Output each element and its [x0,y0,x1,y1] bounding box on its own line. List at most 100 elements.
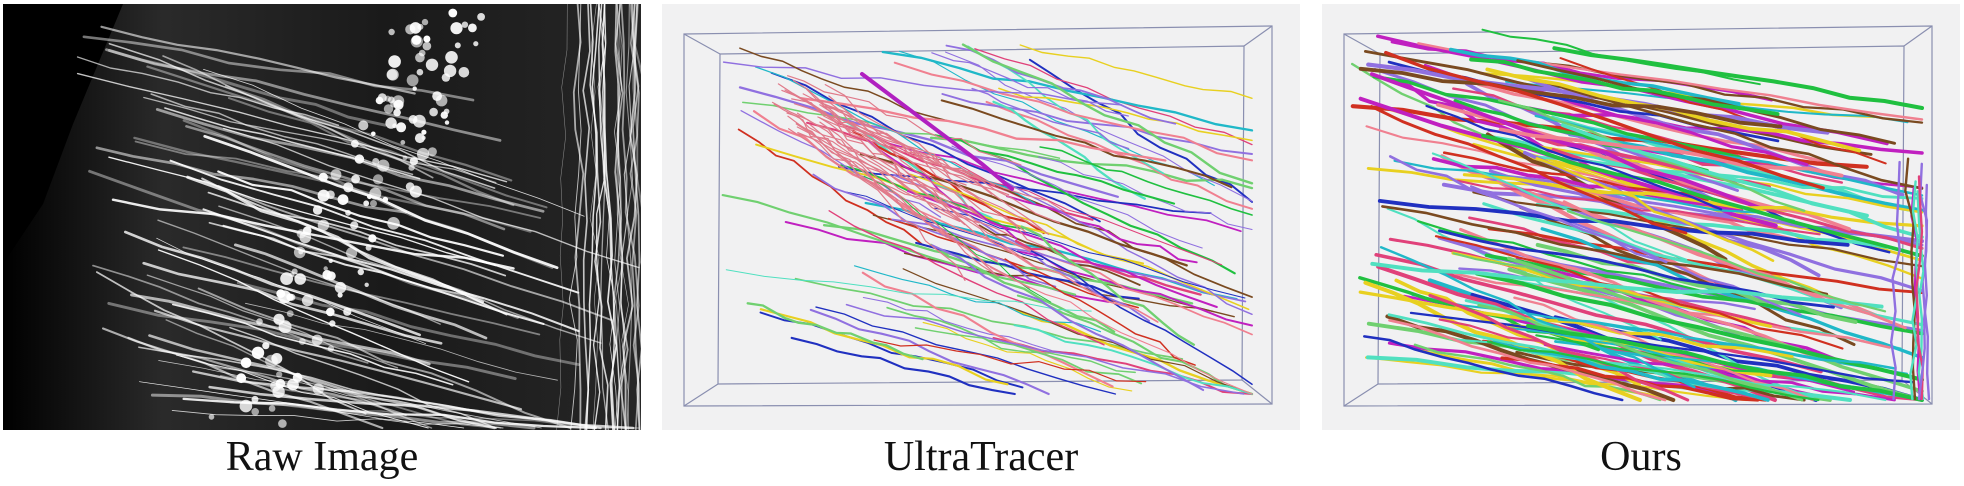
raw-soma [322,270,333,280]
ultratracer-traces [721,43,1254,396]
ours-trace [1543,343,1896,402]
ours-trace [1481,28,1761,86]
ultratracer-trace [796,133,960,222]
ours-panel [1322,4,1960,430]
ours-trace [1374,253,1823,374]
raw-image-caption: Raw Image [225,434,419,480]
ultratracer-trace [931,52,1129,117]
ultratracer-trace [828,95,1049,249]
raw-soma [278,419,287,428]
raw-soma [392,123,398,129]
raw-soma [337,292,343,298]
raw-soma [354,154,365,164]
raw-soma [421,18,429,26]
raw-fiber [158,360,542,429]
raw-fiber [156,237,427,345]
ours-trace [1428,293,1690,402]
ours-caption: Ours [1600,434,1682,480]
ours-trace [1532,155,1924,200]
ours-box-edge [1903,25,1933,47]
ours-trace [1370,105,1688,235]
raw-soma [343,182,354,193]
raw-soma [323,266,328,271]
raw-fiber [219,375,498,429]
ours-box-edge [1343,383,1379,407]
raw-soma [421,129,427,135]
ultratracer-trace [906,190,1218,309]
raw-soma [468,23,477,33]
raw-soma [251,408,259,416]
ours-trace [1384,50,1825,190]
raw-soma [410,35,423,48]
raw-soma [298,338,306,345]
ours-trace [1370,261,1884,309]
raw-soma [422,41,432,51]
ours-trace [1381,205,1829,296]
raw-soma [271,353,283,364]
ours-trace [1565,184,1799,243]
raw-soma [343,307,352,316]
ultratracer-box-edge [1243,25,1273,47]
ultratracer-caption: UltraTracer [883,434,1079,480]
raw-soma [327,345,334,352]
ours-bounding-box [1343,25,1933,407]
ultratracer-trace [931,244,1205,392]
raw-soma [416,68,424,76]
ultratracer-trace [915,241,1140,300]
ultratracer-trace [796,112,961,223]
ours-trace [1431,157,1744,213]
raw-fiber [150,393,536,430]
raw-fiber [203,68,585,217]
ultratracer-trace [786,112,944,196]
ultratracer-trace [990,266,1253,395]
raw-soma [312,205,323,215]
raw-soma [239,399,253,413]
ultratracer-trace [971,87,1130,150]
ours-trace [1481,133,1924,258]
ultratracer-trace [802,93,1061,224]
ours-trace [1388,155,1668,264]
raw-soma [337,194,349,206]
ours-trace [1485,132,1728,262]
ultratracer-trace [862,296,1074,354]
raw-soma [276,371,283,378]
raw-soma [409,22,422,34]
raw-fiber [202,208,580,333]
ultratracer-trace [788,128,1031,289]
raw-soma [416,147,430,161]
raw-soma [400,140,406,145]
raw-fiber [613,4,623,430]
raw-soma [412,86,417,91]
ours-trace [1567,132,1924,213]
raw-fiber [620,4,641,430]
raw-fiber [153,309,523,411]
ultratracer-trace [845,303,1245,395]
raw-soma [368,234,377,243]
raw-soma [351,139,359,148]
ultratracer-trace [822,105,1010,196]
ultratracer-trace [985,100,1254,210]
ultratracer-trace [773,103,927,220]
ours-trace [1516,59,1897,145]
raw-soma [251,395,259,403]
ultratracer-trace [791,98,985,182]
ultratracer-trace [812,173,1057,288]
raw-soma [302,226,312,235]
ours-trace [1915,175,1924,401]
raw-fiber [123,230,422,337]
raw-image-dark-region [3,4,123,264]
raw-soma [444,120,450,125]
ultratracer-trace [992,100,1146,200]
raw-fiber [601,4,618,430]
ultratracer-trace [817,99,966,226]
raw-soma [382,196,389,203]
raw-soma [280,272,293,285]
ultratracer-trace [794,277,1184,360]
ultratracer-trace [722,61,1123,106]
ours-trace [1541,80,1924,190]
raw-soma [273,313,285,325]
ultratracer-box-edge [683,383,719,407]
raw-soma [372,158,380,165]
ultratracer-trace [909,173,1250,311]
raw-soma [251,346,265,359]
